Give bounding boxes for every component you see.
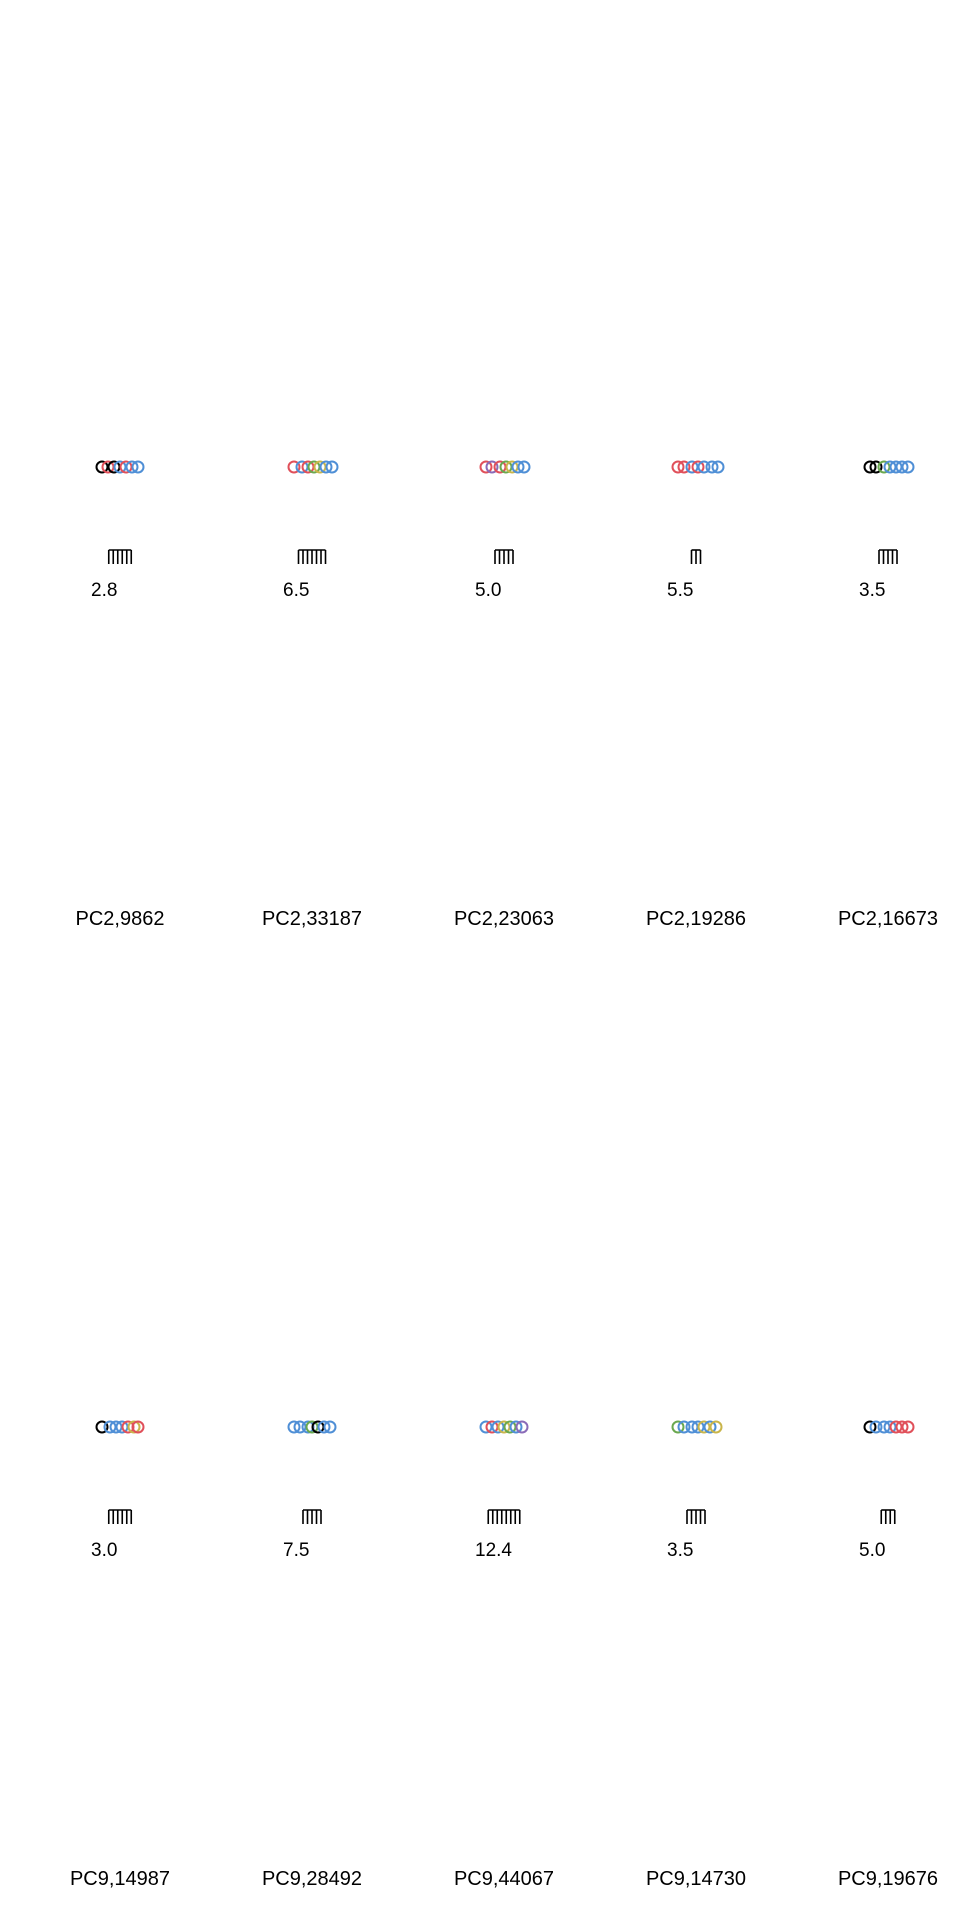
data-point [711, 460, 725, 474]
chart-panel: 6.5 PC2,33187 [192, 0, 384, 960]
data-point [705, 460, 719, 474]
chart-panel: 5.5 PC2,19286 [576, 0, 768, 960]
chart-panel: 3.0 PC9,14987 [0, 960, 192, 1920]
data-point [901, 460, 915, 474]
scale-bar [690, 549, 702, 564]
data-point [895, 460, 909, 474]
scale-bar [686, 1509, 706, 1524]
scale-value-label: 6.5 [283, 580, 310, 601]
panel-title: PC2,33187 [261, 908, 363, 930]
panel-title: PC2,23063 [453, 908, 555, 930]
panel-plot [863, 460, 915, 564]
data-point [671, 1420, 685, 1434]
panel-plot [671, 460, 725, 564]
data-point [317, 1420, 331, 1434]
panel-title: PC9,19676 [837, 1868, 939, 1890]
data-point [869, 1420, 883, 1434]
data-point [509, 1420, 523, 1434]
data-point [895, 1420, 909, 1434]
data-point [863, 460, 877, 474]
data-point [125, 460, 139, 474]
panel-title: PC2,9862 [75, 908, 165, 930]
chart-panel: 12.4 PC9,44067 [384, 960, 576, 1920]
panel-title: PC9,14730 [645, 1868, 747, 1890]
data-point [869, 460, 883, 474]
scale-bar [494, 549, 514, 564]
scale-value-label: 5.5 [667, 580, 694, 601]
data-point [515, 1420, 529, 1434]
scale-bar [878, 549, 898, 564]
chart-panel: 3.5 PC9,14730 [576, 960, 768, 1920]
scale-bar [302, 1509, 322, 1524]
data-point [671, 460, 685, 474]
panel-plot [287, 460, 339, 564]
scale-value-label: 5.0 [859, 1540, 886, 1561]
panel-plot [287, 1420, 337, 1524]
data-point [287, 460, 301, 474]
panel-title: PC9,14987 [69, 1868, 171, 1890]
scale-value-label: 12.4 [475, 1540, 512, 1561]
scale-bar [487, 1509, 521, 1524]
data-point [677, 1420, 691, 1434]
panel-plot [479, 460, 531, 564]
data-point [325, 460, 339, 474]
scale-bar [107, 549, 133, 564]
data-point [485, 460, 499, 474]
data-point [323, 1420, 337, 1434]
scale-value-label: 5.0 [475, 580, 502, 601]
scale-bar [880, 1509, 896, 1524]
panel-title: PC2,16673 [837, 908, 939, 930]
chart-panel: 7.5 PC9,28492 [192, 960, 384, 1920]
chart-panel: 2.8 PC2,9862 [0, 0, 192, 960]
scale-bar [107, 1509, 133, 1524]
data-point [703, 1420, 717, 1434]
data-point [517, 460, 531, 474]
chart-panel: 3.5 PC2,16673 [768, 0, 960, 960]
data-point [479, 460, 493, 474]
scale-value-label: 2.8 [91, 580, 118, 601]
panel-plot [95, 1420, 145, 1524]
data-point [697, 460, 711, 474]
scale-value-label: 3.5 [859, 580, 886, 601]
data-point [319, 460, 333, 474]
scale-value-label: 3.5 [667, 1540, 694, 1561]
data-point [863, 1420, 877, 1434]
panel-plot [863, 1420, 915, 1524]
panel-title: PC9,28492 [261, 1868, 363, 1890]
panel-plot [671, 1420, 723, 1524]
data-point [131, 1420, 145, 1434]
data-point [131, 460, 145, 474]
data-point [287, 1420, 301, 1434]
panel-plot [95, 460, 145, 564]
data-point [691, 460, 705, 474]
scale-bar [297, 549, 327, 564]
panel-title: PC2,19286 [645, 908, 747, 930]
panel-plot [479, 1420, 529, 1524]
panel-title: PC9,44067 [453, 1868, 555, 1890]
chart-panel: 5.0 PC2,23063 [384, 0, 576, 960]
scale-value-label: 3.0 [91, 1540, 118, 1561]
scale-value-label: 7.5 [283, 1540, 310, 1561]
data-point [127, 1420, 141, 1434]
data-point [677, 460, 691, 474]
chart-panel: 5.0 PC9,19676 [768, 960, 960, 1920]
data-point [709, 1420, 723, 1434]
data-point [511, 460, 525, 474]
data-point [95, 1420, 109, 1434]
data-point [901, 1420, 915, 1434]
